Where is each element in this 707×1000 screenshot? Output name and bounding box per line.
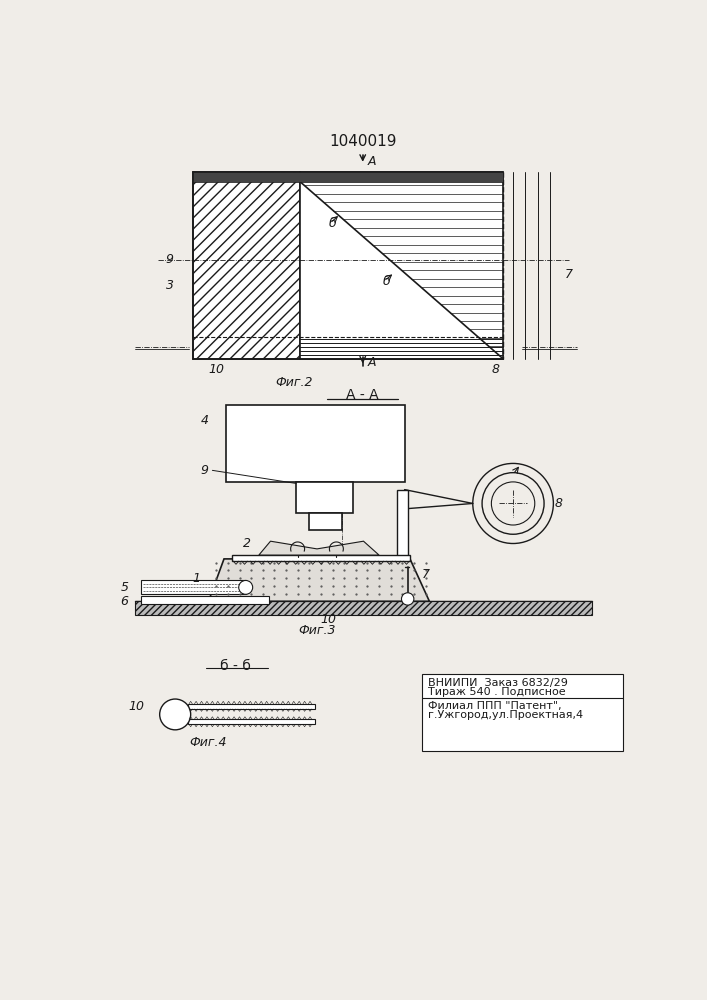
Text: Тираж 540 . Подписное: Тираж 540 . Подписное bbox=[428, 687, 566, 697]
Bar bbox=[135, 601, 592, 615]
Text: A: A bbox=[368, 356, 376, 369]
Text: г.Ужгород,ул.Проектная,4: г.Ужгород,ул.Проектная,4 bbox=[428, 710, 583, 720]
Bar bbox=[300, 172, 503, 359]
Text: 9: 9 bbox=[201, 464, 209, 477]
Text: 3: 3 bbox=[165, 279, 174, 292]
Text: 8: 8 bbox=[555, 497, 563, 510]
Bar bbox=[187, 704, 315, 709]
Text: б - б: б - б bbox=[220, 659, 251, 673]
Text: 5: 5 bbox=[121, 581, 129, 594]
Text: A: A bbox=[368, 155, 376, 168]
Text: 1: 1 bbox=[193, 572, 201, 585]
Bar bbox=[193, 172, 300, 359]
Bar bbox=[141, 596, 269, 604]
Text: 4: 4 bbox=[201, 414, 209, 427]
Text: 7: 7 bbox=[421, 568, 430, 581]
Bar bbox=[397, 490, 409, 601]
Text: A - A: A - A bbox=[346, 388, 379, 402]
Text: 8: 8 bbox=[491, 363, 499, 376]
Text: Фиг.4: Фиг.4 bbox=[189, 736, 227, 749]
Bar bbox=[421, 674, 623, 751]
Circle shape bbox=[160, 699, 191, 730]
Bar bbox=[226, 405, 404, 482]
Circle shape bbox=[402, 593, 414, 605]
Polygon shape bbox=[209, 559, 429, 601]
Text: б: б bbox=[329, 217, 337, 230]
Text: Фиг.2: Фиг.2 bbox=[275, 376, 312, 389]
Bar bbox=[232, 555, 410, 561]
Bar bbox=[141, 580, 246, 594]
Text: 10: 10 bbox=[128, 700, 144, 713]
Text: 9: 9 bbox=[165, 253, 174, 266]
Bar bbox=[309, 513, 341, 530]
Text: 1040019: 1040019 bbox=[329, 134, 397, 149]
Text: 7: 7 bbox=[565, 267, 573, 280]
Text: 2: 2 bbox=[243, 537, 252, 550]
Bar bbox=[193, 172, 503, 182]
Polygon shape bbox=[259, 541, 379, 555]
Bar bbox=[187, 719, 315, 724]
Text: 10: 10 bbox=[321, 613, 337, 626]
Text: 10: 10 bbox=[209, 363, 225, 376]
Bar bbox=[296, 482, 354, 513]
Text: б: б bbox=[383, 275, 391, 288]
Text: Фиг.3: Фиг.3 bbox=[298, 624, 336, 637]
Text: ВНИИПИ  Заказ 6832/29: ВНИИПИ Заказ 6832/29 bbox=[428, 678, 568, 688]
Circle shape bbox=[239, 580, 252, 594]
Text: Филиал ППП "Патент",: Филиал ППП "Патент", bbox=[428, 701, 561, 711]
Text: 6: 6 bbox=[121, 595, 129, 608]
